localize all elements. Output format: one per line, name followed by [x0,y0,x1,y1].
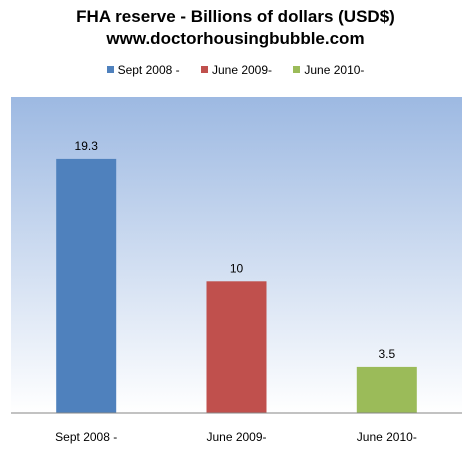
legend-item-1: June 2009- [200,63,273,77]
legend-swatch-2 [293,66,301,73]
data-label-1: 10 [230,261,244,275]
legend-label-0: Sept 2008 - [117,63,180,77]
chart-subtitle: www.doctorhousingbubble.com [106,29,365,48]
legend-item-0: Sept 2008 - [106,63,180,77]
bar-2 [356,366,417,413]
x-tick-labels: Sept 2008 - June 2009- June 2010- [55,430,417,444]
bar-0 [56,158,117,413]
data-label-0: 19.3 [75,139,99,153]
legend-item-2: June 2010- [293,63,364,77]
bars-group: 19.3 10 3.5 [56,139,417,413]
chart-title-block: FHA reserve - Billions of dollars (USD$)… [0,6,471,50]
x-tick-label-1: June 2009- [206,430,266,444]
legend-label-2: June 2010- [304,63,365,77]
x-tick-label-0: Sept 2008 - [55,430,117,444]
chart-title: FHA reserve - Billions of dollars (USD$) [76,7,395,26]
x-tick-label-2: June 2010- [357,430,417,444]
legend: Sept 2008 - June 2009- June 2010- [0,63,471,77]
bar-1 [206,281,267,413]
legend-label-1: June 2009- [211,63,273,77]
legend-swatch-1 [200,66,208,73]
data-label-2: 3.5 [378,347,395,361]
legend-swatch-0 [106,66,114,73]
